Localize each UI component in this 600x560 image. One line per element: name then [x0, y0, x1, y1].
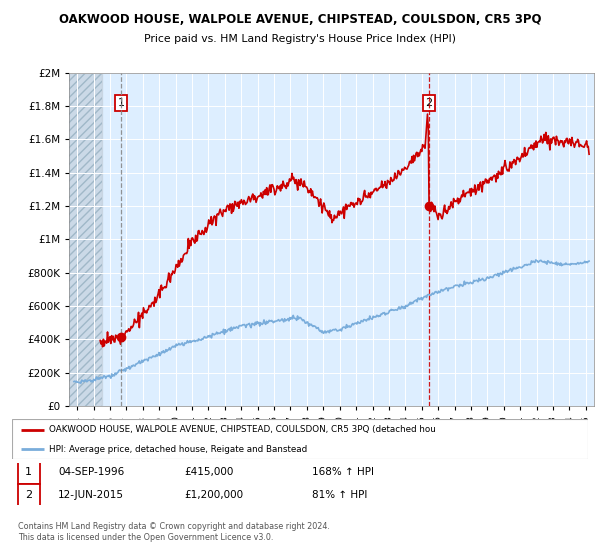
- Text: 2: 2: [25, 491, 32, 501]
- Bar: [18, 483, 40, 507]
- Text: OAKWOOD HOUSE, WALPOLE AVENUE, CHIPSTEAD, COULSDON, CR5 3PQ (detached hou: OAKWOOD HOUSE, WALPOLE AVENUE, CHIPSTEAD…: [49, 425, 436, 434]
- Text: This data is licensed under the Open Government Licence v3.0.: This data is licensed under the Open Gov…: [18, 533, 274, 542]
- Bar: [18, 460, 40, 484]
- Text: HPI: Average price, detached house, Reigate and Banstead: HPI: Average price, detached house, Reig…: [49, 445, 308, 454]
- Text: £1,200,000: £1,200,000: [185, 491, 244, 501]
- Text: 1: 1: [118, 98, 125, 108]
- Bar: [69, 73, 102, 406]
- Text: 12-JUN-2015: 12-JUN-2015: [58, 491, 124, 501]
- Text: £415,000: £415,000: [185, 467, 234, 477]
- Text: OAKWOOD HOUSE, WALPOLE AVENUE, CHIPSTEAD, COULSDON, CR5 3PQ: OAKWOOD HOUSE, WALPOLE AVENUE, CHIPSTEAD…: [59, 13, 541, 26]
- Text: 04-SEP-1996: 04-SEP-1996: [58, 467, 124, 477]
- Text: 168% ↑ HPI: 168% ↑ HPI: [311, 467, 374, 477]
- Text: 2: 2: [425, 98, 433, 108]
- Text: 1: 1: [25, 467, 32, 477]
- Bar: [69, 73, 102, 406]
- Text: Contains HM Land Registry data © Crown copyright and database right 2024.: Contains HM Land Registry data © Crown c…: [18, 522, 330, 531]
- Text: Price paid vs. HM Land Registry's House Price Index (HPI): Price paid vs. HM Land Registry's House …: [144, 34, 456, 44]
- Text: 81% ↑ HPI: 81% ↑ HPI: [311, 491, 367, 501]
